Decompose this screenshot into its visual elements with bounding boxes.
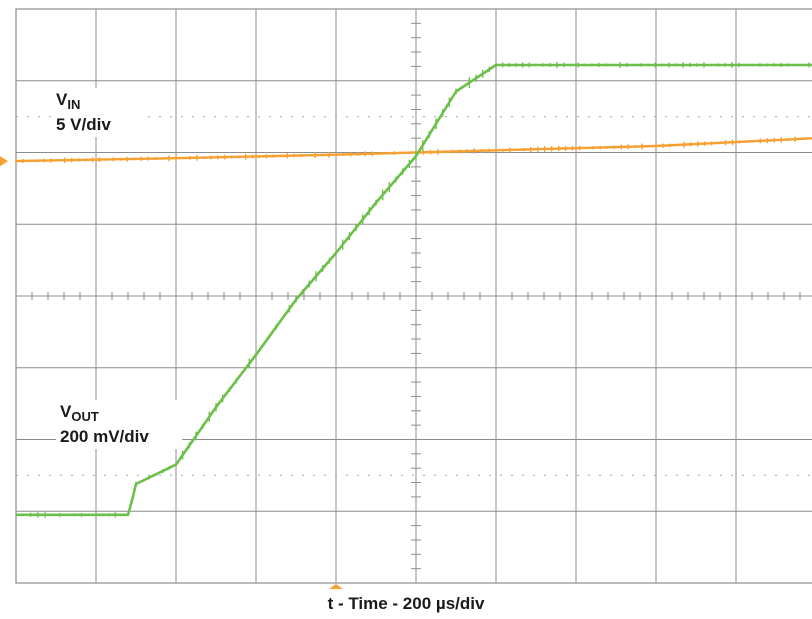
vout-title: VOUT [60,402,99,424]
vin-label: VIN 5 V/div [52,88,140,137]
vout-scale: 200 mV/div [60,427,149,446]
grid [15,8,812,584]
traces [15,61,812,518]
vin-channel-marker [0,156,8,167]
vin-scale: 5 V/div [56,115,111,134]
x-axis-label: t - Time - 200 µs/div [327,594,485,613]
vin-title: VIN [56,90,81,112]
markers [0,156,343,589]
vout-label: VOUT 200 mV/div [56,400,182,449]
trigger-marker [329,584,343,589]
